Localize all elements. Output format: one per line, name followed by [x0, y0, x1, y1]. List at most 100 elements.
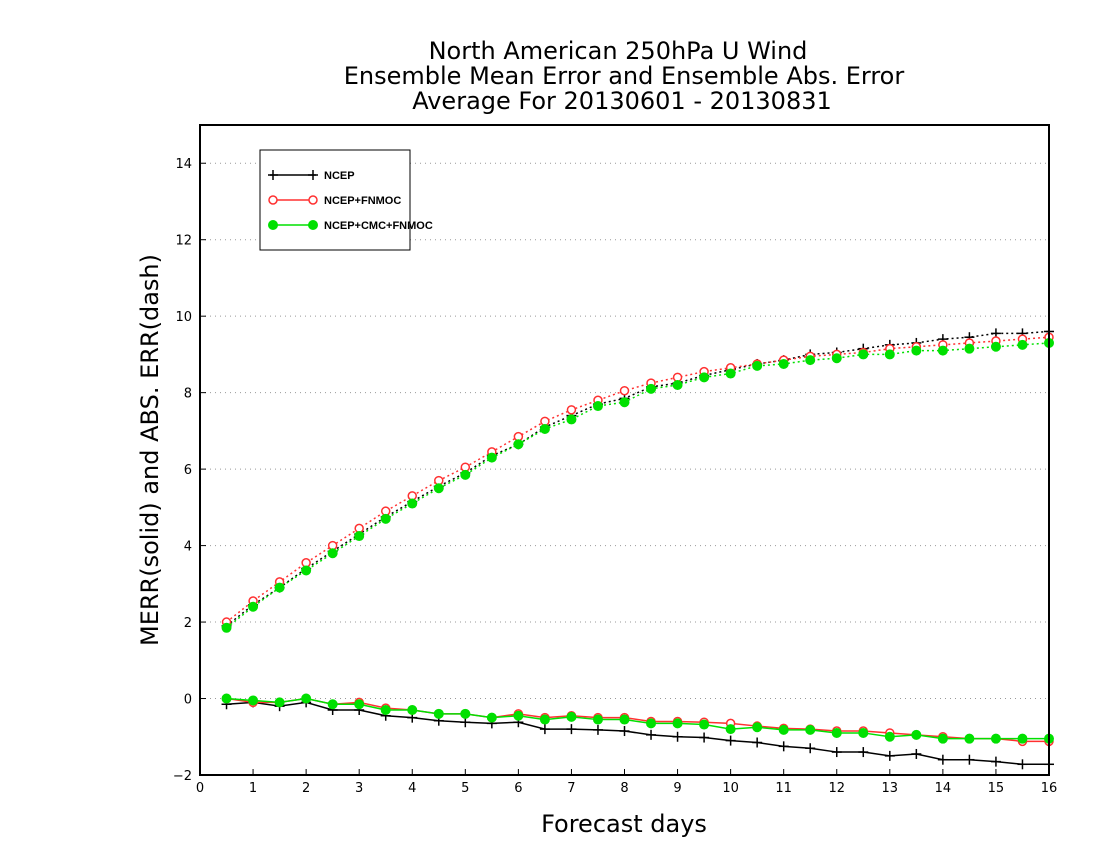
- abs-err-point: [990, 341, 1001, 352]
- mean-err-line-ncep: [226, 701, 1049, 766]
- series-layer: [221, 326, 1054, 770]
- x-tick-label: 12: [828, 781, 845, 796]
- x-tick-label: 9: [673, 781, 681, 796]
- abs-err-point: [831, 353, 842, 364]
- abs-err-point: [1017, 339, 1028, 350]
- mean-err-point: [407, 705, 418, 715]
- x-tick-label: 10: [722, 781, 739, 796]
- mean-err-point: [752, 722, 763, 733]
- abs-err-point: [937, 345, 948, 356]
- mean-err-point: [699, 719, 710, 730]
- legend-label: NCEP+CMC+FNMOC: [324, 220, 433, 232]
- mean-err-point: [327, 699, 338, 710]
- mean-err-point: [884, 731, 895, 742]
- y-tick-label: 0: [184, 693, 192, 708]
- x-tick-label: 3: [355, 781, 363, 796]
- x-tick-label: 15: [988, 781, 1005, 796]
- abs-err-point: [460, 469, 471, 480]
- mean-err-point: [778, 724, 789, 735]
- mean-err-point: [990, 733, 1001, 744]
- mean-err-point: [937, 733, 948, 744]
- x-tick-label: 6: [514, 781, 522, 796]
- x-axis-label: Forecast days: [541, 810, 707, 838]
- mean-err-point: [725, 735, 736, 746]
- x-axis-ticks: 0 1 2 3 4 5 6 7 8 9 10 11 12 13 14 15 16: [196, 769, 1057, 796]
- mean-err-point: [937, 754, 948, 765]
- mean-err-point: [460, 717, 471, 728]
- legend-swatch-marker: [268, 195, 278, 205]
- series-ncep-cmc-fnmoc: [221, 337, 1054, 744]
- abs-err-point: [672, 380, 683, 390]
- mean-err-point: [858, 727, 869, 738]
- abs-err-point: [619, 397, 630, 408]
- abs-err-point: [539, 423, 550, 434]
- mean-err-point: [752, 737, 763, 748]
- y-tick-label: 14: [175, 157, 192, 172]
- mean-err-point: [858, 747, 869, 758]
- mean-err-point: [831, 747, 842, 758]
- legend-swatch-marker: [268, 220, 278, 230]
- mean-err-point: [1017, 733, 1028, 744]
- abs-err-line-ncep-cmc-fnmoc: [226, 342, 1050, 629]
- abs-err-point: [433, 483, 444, 494]
- abs-err-point: [407, 498, 418, 509]
- abs-err-line-ncep: [226, 330, 1050, 627]
- mean-err-point: [778, 741, 789, 752]
- legend-label: NCEP: [324, 170, 355, 182]
- x-tick-label: 2: [302, 781, 310, 796]
- x-tick-label: 11: [775, 781, 792, 796]
- legend-item-ncep-fnmoc: NCEP+FNMOC: [268, 195, 401, 207]
- y-tick-label: 2: [184, 616, 192, 631]
- mean-err-point: [805, 724, 816, 735]
- legend-item-ncep: NCEP: [268, 170, 355, 182]
- mean-err-point: [884, 750, 895, 761]
- legend: NCEP NCEP+FNMOC NCEP+CMC+FNMOC: [259, 149, 433, 251]
- abs-err-point: [646, 383, 657, 394]
- mean-err-point: [911, 748, 922, 759]
- x-tick-label: 14: [935, 781, 952, 796]
- abs-err-line-ncep-fnmoc: [226, 336, 1050, 623]
- mean-err-point: [566, 724, 577, 735]
- mean-err-point: [221, 693, 232, 704]
- chart-title-line-3: Average For 20130601 - 20130831: [412, 87, 832, 115]
- abs-err-point: [778, 358, 789, 369]
- y-axis-ticks: −2 0 2 4 6 8 10 12 14: [173, 157, 206, 784]
- mean-err-point: [301, 693, 312, 704]
- mean-err-point: [646, 718, 657, 729]
- y-tick-label: 6: [184, 463, 192, 478]
- mean-err-point: [433, 708, 444, 719]
- mean-err-point: [1017, 759, 1028, 770]
- legend-item-ncep-cmc-fnmoc: NCEP+CMC+FNMOC: [268, 220, 433, 232]
- abs-err-point: [752, 360, 763, 371]
- abs-err-point: [566, 414, 577, 425]
- y-axis-label: MERR(solid) and ABS. ERR(dash): [136, 254, 164, 646]
- mean-err-point: [380, 705, 391, 715]
- y-tick-label: −2: [173, 769, 192, 784]
- mean-err-point: [460, 708, 471, 719]
- y-tick-label: 4: [184, 540, 192, 555]
- mean-err-point: [619, 726, 630, 737]
- x-tick-label: 16: [1041, 781, 1058, 796]
- mean-err-point: [592, 714, 603, 725]
- mean-err-point: [619, 714, 630, 725]
- legend-swatch-marker: [308, 170, 318, 180]
- mean-err-point: [964, 733, 975, 744]
- abs-err-point: [221, 622, 232, 633]
- abs-err-point: [858, 349, 869, 360]
- x-tick-label: 8: [620, 781, 628, 796]
- abs-err-point: [248, 601, 259, 612]
- mean-err-point: [513, 710, 524, 721]
- abs-err-point: [884, 349, 895, 360]
- mean-err-point: [990, 756, 1001, 767]
- mean-err-point: [274, 697, 285, 708]
- abs-err-point: [327, 548, 338, 559]
- x-tick-label: 4: [408, 781, 416, 796]
- abs-err-point: [566, 405, 577, 415]
- abs-err-point: [486, 452, 497, 463]
- mean-err-point: [964, 754, 975, 765]
- legend-swatch-marker: [308, 220, 318, 230]
- abs-err-point: [619, 385, 630, 396]
- abs-err-point: [911, 345, 922, 356]
- mean-err-point: [725, 724, 736, 735]
